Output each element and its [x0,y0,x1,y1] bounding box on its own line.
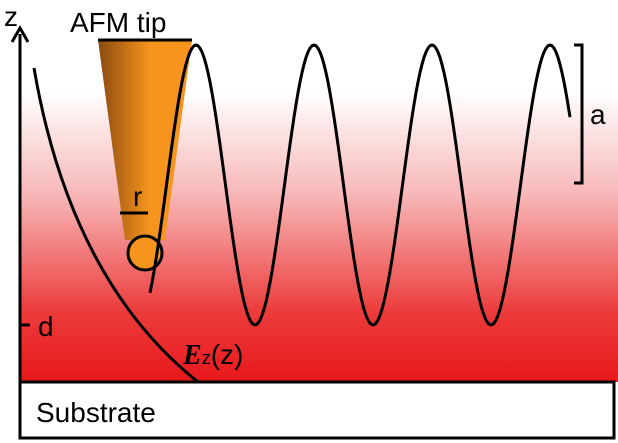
field-symbol: E [182,340,202,371]
field-argument: (z) [211,339,244,370]
tip-label: AFM tip [70,7,166,38]
distance-label: d [38,311,54,342]
afm-tip [98,40,192,240]
z-axis-arrow [10,24,30,43]
substrate-label: Substrate [36,397,156,428]
amplitude-bracket [574,43,584,185]
field-subscript: z [202,348,211,368]
field-decay-curve [32,67,199,384]
substrate [18,380,616,440]
amplitude-label: a [590,99,606,130]
field-label: Ez(z) [182,339,243,371]
axis-label: z [4,1,18,32]
radius-label: r [133,181,142,212]
tip-sphere [126,234,164,272]
oscillation-curve [148,43,572,327]
